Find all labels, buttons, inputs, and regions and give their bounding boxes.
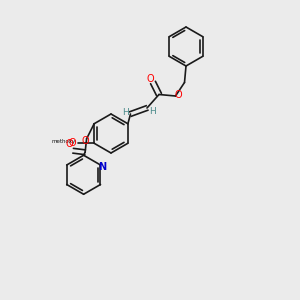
Text: O: O <box>147 74 154 84</box>
Text: O: O <box>174 90 182 100</box>
Text: O: O <box>66 139 73 149</box>
Text: O: O <box>68 138 76 148</box>
Text: O: O <box>82 136 89 146</box>
Text: H: H <box>122 108 128 117</box>
Text: H: H <box>149 107 156 116</box>
Text: N: N <box>98 161 106 172</box>
Text: methoxy: methoxy <box>52 139 76 144</box>
